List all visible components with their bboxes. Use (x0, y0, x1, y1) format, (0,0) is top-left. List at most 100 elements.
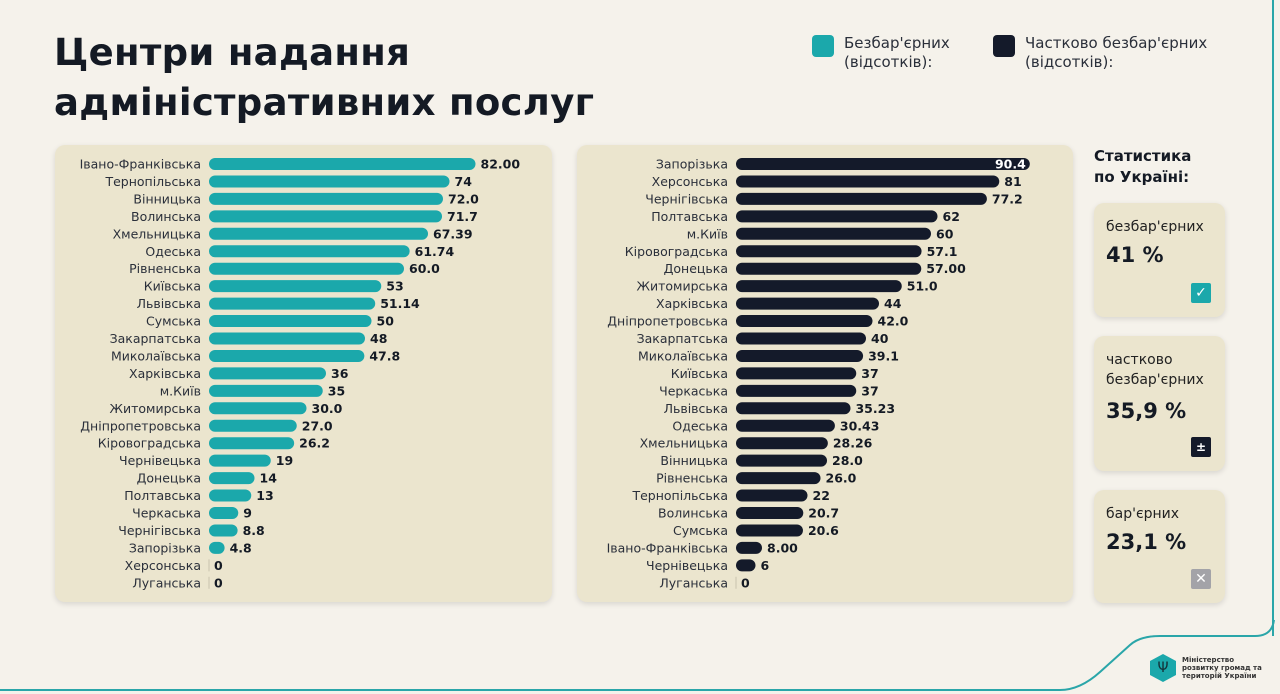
category-label: Харківська (129, 366, 201, 381)
value-label: 60.0 (409, 261, 440, 276)
stat-label: бар'єрних (1106, 506, 1180, 522)
value-label: 47.8 (369, 348, 400, 363)
category-label: Дніпропетровська (80, 418, 201, 433)
stat-card-partially-barrier-free: частково безбар'єрних 35,9 % ± (1094, 336, 1225, 471)
bar (736, 402, 851, 415)
bar (736, 454, 827, 467)
bar (209, 280, 382, 293)
category-label: Львівська (137, 296, 201, 311)
category-label: Черкаська (132, 506, 201, 521)
value-label: 37 (861, 366, 878, 381)
category-label: Закарпатська (637, 331, 728, 346)
bar (209, 332, 365, 345)
value-label: 0 (741, 575, 750, 590)
category-label: Івано-Франківська (80, 157, 201, 172)
value-label: 8.8 (243, 523, 265, 538)
category-label: Донецька (137, 471, 201, 486)
trident-icon: Ψ (1150, 654, 1176, 682)
value-label: 71.7 (447, 209, 478, 224)
bar (209, 437, 295, 450)
bar (209, 524, 238, 537)
stat-card-barrier: бар'єрних 23,1 % ✕ (1094, 490, 1225, 603)
bar (209, 158, 476, 170)
value-label: 60 (936, 226, 954, 241)
bar (209, 489, 252, 502)
category-label: Львівська (664, 401, 728, 416)
category-label: Тернопільська (631, 488, 728, 503)
category-label: Волинська (658, 506, 728, 521)
bar-chart-partially-barrier-free: Запорізька 90.4 Херсонська 81 Чернігівська 77… (607, 157, 1030, 590)
category-label: Волинська (131, 209, 201, 224)
bar (209, 367, 326, 380)
value-label: 30.43 (840, 418, 880, 433)
stat-value: 35,9 % (1106, 399, 1187, 423)
bar (736, 297, 879, 310)
bar (736, 524, 803, 537)
bar (736, 315, 873, 328)
category-label: Чернігівська (118, 523, 201, 538)
bar (209, 297, 376, 310)
legend-label-unit: (відсотків): (1025, 53, 1114, 71)
value-label: 13 (256, 488, 273, 503)
legend-label: Частково безбар'єрних (1025, 34, 1208, 52)
category-label: Чернігівська (645, 191, 728, 206)
category-label: Житомирська (110, 401, 201, 416)
value-label: 51.0 (907, 279, 938, 294)
value-label: 82.00 (481, 157, 521, 172)
bar (736, 437, 828, 450)
value-label: 51.14 (380, 296, 420, 311)
category-label: Сумська (673, 523, 728, 538)
bar (736, 245, 922, 258)
category-label: Запорізька (656, 157, 728, 172)
bar (209, 402, 307, 415)
value-label: 4.8 (230, 540, 252, 555)
bar (736, 489, 808, 502)
value-label: 90.4 (995, 157, 1026, 172)
category-label: Донецька (664, 261, 728, 276)
bar (209, 472, 255, 485)
stat-value: 41 % (1106, 243, 1164, 267)
bar (209, 541, 225, 554)
category-label: Черкаська (659, 383, 728, 398)
bar (209, 384, 323, 397)
category-label: Херсонська (652, 174, 728, 189)
value-label: 6 (761, 558, 770, 573)
category-label: Дніпропетровська (607, 314, 728, 329)
value-label: 39.1 (868, 348, 899, 363)
bar (209, 262, 404, 275)
bar-chart-barrier-free: Івано-Франківська 82.00 Тернопільська 74 Він… (80, 157, 521, 591)
bar (736, 559, 756, 572)
value-label: 53 (386, 279, 403, 294)
bar (209, 419, 297, 432)
category-label: Вінницька (660, 453, 728, 468)
chart-panel-partially-barrier-free: Запорізька 90.4 Херсонська 81 Чернігівська 77… (577, 145, 1073, 602)
bar (209, 454, 271, 467)
title-line-1: Центри надання (54, 31, 411, 74)
value-label: 57.1 (927, 244, 958, 259)
value-label: 40 (871, 331, 889, 346)
check-icon: ✓ (1191, 283, 1211, 303)
category-label: Івано-Франківська (607, 540, 728, 555)
value-label: 37 (861, 383, 878, 398)
bar (736, 472, 821, 485)
value-label: 62 (943, 209, 960, 224)
bar (736, 419, 835, 432)
stat-card-barrier-free: безбар'єрних 41 % ✓ (1094, 203, 1225, 317)
value-label: 81 (1004, 174, 1021, 189)
stats-title-line-2: по Україні: (1094, 168, 1190, 186)
bar (209, 192, 443, 205)
category-label: Полтавська (124, 488, 201, 503)
category-label: Вінницька (133, 191, 201, 206)
category-label: Херсонська (125, 558, 201, 573)
legend-swatch-teal (812, 35, 834, 57)
x-icon: ✕ (1191, 569, 1211, 589)
category-label: Одеська (145, 244, 201, 259)
bar (736, 175, 1000, 188)
category-label: Полтавська (651, 209, 728, 224)
ministry-name: Міністерство розвитку громад та територі… (1182, 656, 1262, 680)
category-label: Кіровоградська (625, 244, 728, 259)
category-label: м.Київ (160, 383, 201, 398)
page-title: Центри надання адміністративних послуг (54, 28, 594, 128)
bar (736, 332, 866, 345)
